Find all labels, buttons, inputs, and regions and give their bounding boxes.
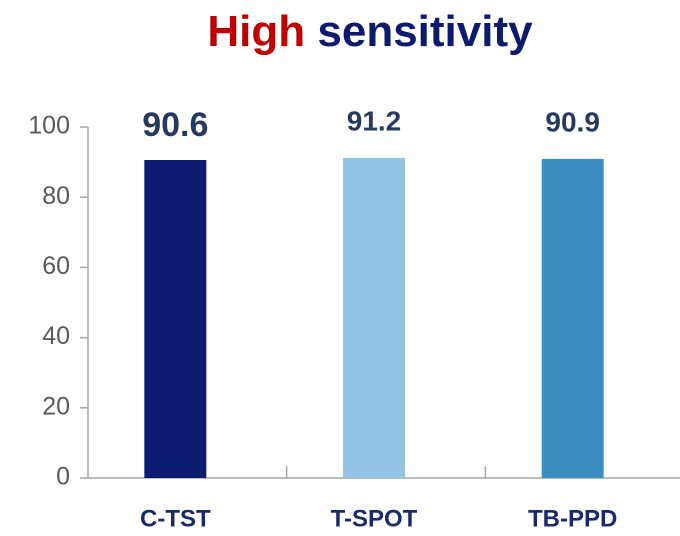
data-label: 90.6: [142, 106, 208, 144]
y-tick-label: 40: [42, 322, 70, 350]
y-tick-label: 20: [42, 392, 70, 420]
title-word: High: [207, 7, 305, 56]
y-tick-label: 0: [56, 463, 70, 491]
y-tick-label: 80: [42, 182, 70, 210]
x-tick-label: TB-PPD: [528, 505, 617, 532]
title-word: sensitivity: [317, 7, 533, 56]
data-label: 91.2: [347, 105, 402, 136]
y-tick-label: 60: [42, 252, 70, 280]
chart-title: High sensitivity: [207, 7, 533, 56]
x-tick-label: T-SPOT: [331, 505, 418, 532]
bar: [144, 159, 207, 478]
x-tick-label: C-TST: [140, 505, 211, 532]
bar: [541, 158, 604, 479]
y-tick-label: 100: [28, 112, 70, 140]
data-label: 90.9: [545, 106, 600, 137]
bar: [343, 157, 405, 478]
